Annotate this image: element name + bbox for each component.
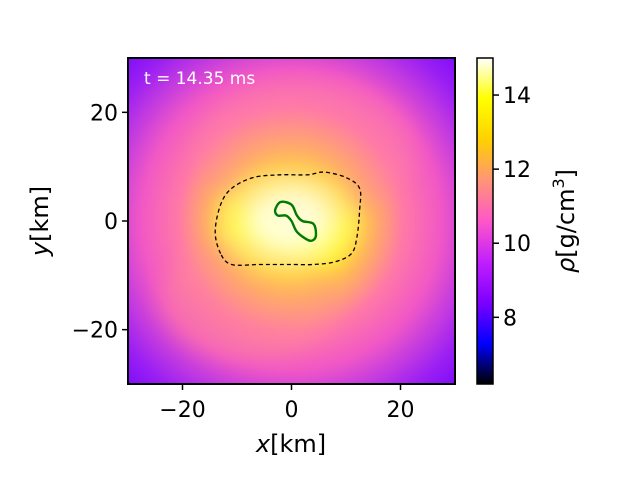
colorbar-frame bbox=[476, 57, 494, 385]
y-tick-label: 0 bbox=[104, 210, 118, 235]
time-annotation: t = 14.35 ms bbox=[144, 69, 255, 89]
x-tick-label: −20 bbox=[159, 398, 205, 423]
contour-layer bbox=[214, 171, 362, 266]
colorbar-tick-label: 14 bbox=[503, 84, 531, 109]
y-axis-label: y[km] bbox=[26, 186, 54, 257]
colorbar-tick-label: 10 bbox=[503, 232, 531, 257]
x-axis: −20 0 20 bbox=[159, 384, 415, 423]
x-axis-label: x[km] bbox=[255, 430, 326, 458]
x-tick-label: 0 bbox=[285, 398, 299, 423]
y-axis: −20 0 20 bbox=[72, 101, 128, 344]
y-tick-label: −20 bbox=[72, 319, 118, 344]
plot-area bbox=[128, 58, 455, 384]
colorbar-tick-label: 12 bbox=[503, 158, 531, 183]
colorbar-ticks: 8 10 12 14 bbox=[493, 84, 531, 331]
colorbar-fill bbox=[477, 58, 493, 384]
x-tick-label: 20 bbox=[387, 398, 415, 423]
colorbar-tick-label: 8 bbox=[503, 306, 517, 331]
colorbar: 8 10 12 14 bbox=[476, 57, 531, 385]
colorbar-label: ρ[g/cm3] bbox=[549, 169, 580, 273]
contour-dashed bbox=[214, 171, 362, 266]
contour-solid bbox=[273, 200, 318, 243]
y-tick-label: 20 bbox=[90, 101, 118, 126]
